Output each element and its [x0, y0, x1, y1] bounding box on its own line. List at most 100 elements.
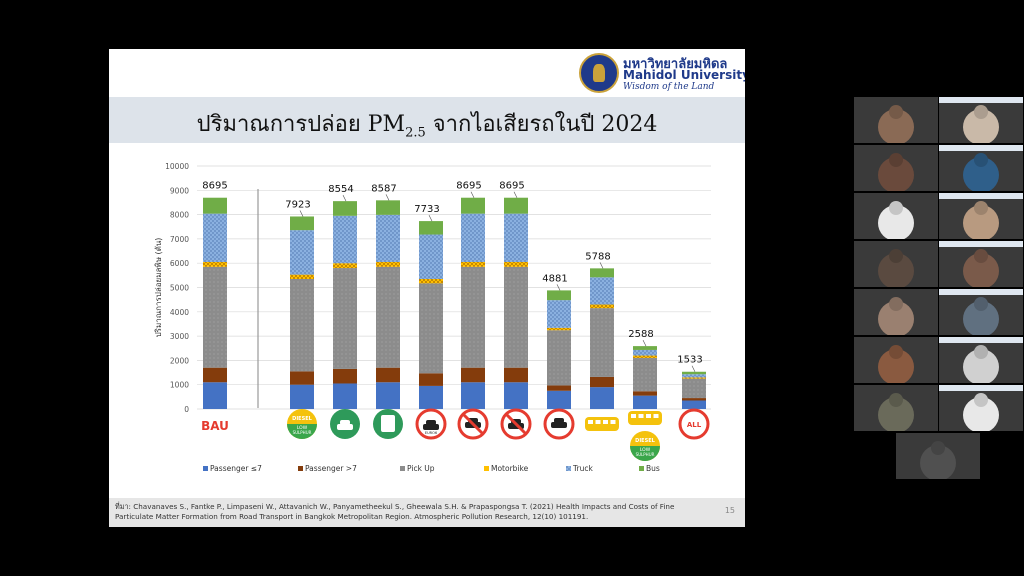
bar-segment	[203, 367, 227, 383]
participant-video-tile[interactable]	[939, 241, 1023, 287]
participant-avatar	[963, 253, 999, 287]
slide-title: ปริมาณการปล่อย PM2.5 จากไอเสียรถในปี 202…	[196, 112, 658, 141]
bar-segment	[633, 346, 657, 350]
label-leader-line	[470, 191, 475, 198]
car-roof-icon	[340, 420, 350, 425]
bar-segment	[290, 384, 314, 409]
legend-entry: Truck	[572, 464, 593, 473]
participant-avatar	[878, 301, 914, 335]
bar-segment	[419, 221, 443, 235]
bar-segment	[419, 278, 443, 284]
prohibition-slash-icon	[504, 412, 528, 436]
bar-segment	[590, 308, 614, 377]
participant-video-tile[interactable]	[939, 385, 1023, 431]
low-text: LOW	[640, 447, 651, 453]
y-tick-label: 4000	[170, 308, 189, 317]
participant-video-tile[interactable]	[854, 193, 938, 239]
participant-video-tile[interactable]	[939, 145, 1023, 191]
legend-entry: Passenger >7	[305, 464, 357, 473]
legend-entry: Pick Up	[407, 464, 435, 473]
university-logo: มหาวิทยาลัยมหิดล Mahidol University Wisd…	[579, 51, 745, 95]
legend-entry: Passenger ≤7	[210, 464, 262, 473]
bar-segment	[504, 367, 528, 383]
participant-video-tile[interactable]	[939, 289, 1023, 335]
logo-motto: Wisdom of the Land	[623, 82, 715, 92]
tile-background-strip	[939, 289, 1023, 295]
bar-segment	[333, 383, 357, 409]
bar-segment	[504, 197, 528, 214]
bar-segment	[590, 277, 614, 305]
tile-background-strip	[939, 337, 1023, 343]
y-tick-label: 8000	[170, 211, 189, 220]
bar-segment	[590, 376, 614, 388]
legend-swatch	[484, 466, 489, 471]
participant-video-tile[interactable]	[854, 337, 938, 383]
bar-segment	[547, 300, 571, 328]
euro6-text: EURO6	[425, 431, 437, 435]
participant-avatar	[878, 397, 914, 431]
bar-segment	[203, 266, 227, 368]
label-leader-line	[642, 339, 647, 347]
participant-avatar	[963, 157, 999, 191]
legend-swatch	[639, 466, 644, 471]
logo-english-name: Mahidol University	[623, 68, 745, 82]
y-tick-label: 6000	[170, 259, 189, 268]
car-body-icon	[551, 422, 567, 428]
car-roof-icon	[426, 420, 436, 425]
total-data-label: 8695	[499, 181, 524, 192]
participant-video-tile[interactable]	[939, 193, 1023, 239]
bar-segment	[633, 355, 657, 358]
bar-segment	[290, 278, 314, 372]
train-window-icon	[646, 414, 651, 418]
bar-segment	[590, 304, 614, 309]
bar-segment	[419, 373, 443, 386]
bar-segment	[333, 368, 357, 384]
sulphur-text: SULPHUR	[293, 430, 312, 435]
participant-avatar	[963, 397, 999, 431]
bar-segment	[290, 274, 314, 279]
participant-video-tile[interactable]	[939, 97, 1023, 143]
bar-segment	[547, 385, 571, 391]
diesel-text: DIESEL	[635, 438, 655, 444]
sulphur-text: SULPHUR	[636, 452, 655, 457]
bar-segment	[504, 266, 528, 368]
low-sulphur-half-icon	[287, 424, 317, 439]
bar-segment	[376, 214, 400, 262]
bar-segment	[633, 395, 657, 409]
all-label: ALL	[687, 421, 702, 429]
train-window-icon	[588, 420, 593, 424]
bar-segment	[547, 327, 571, 331]
participant-avatar	[920, 445, 956, 479]
bar-segment	[376, 200, 400, 215]
legend-swatch	[400, 466, 405, 471]
participant-video-tile[interactable]	[854, 241, 938, 287]
total-data-label: 8587	[371, 183, 396, 194]
participant-video-tile[interactable]	[854, 385, 938, 431]
bar-segment	[590, 268, 614, 278]
total-data-label: 7733	[414, 204, 439, 215]
legend-swatch	[298, 466, 303, 471]
y-tick-label: 1000	[170, 381, 189, 390]
citation-text: ที่มา: Chavanaves S., Fantke P., Limpase…	[115, 502, 675, 521]
bar-segment	[203, 213, 227, 262]
participant-avatar	[878, 253, 914, 287]
tile-background-strip	[939, 97, 1023, 103]
bar-segment	[419, 283, 443, 374]
participant-video-tile[interactable]	[896, 433, 980, 479]
legend-swatch	[566, 466, 571, 471]
participant-video-tile[interactable]	[939, 337, 1023, 383]
bar-segment	[333, 263, 357, 269]
car-body-icon	[423, 424, 439, 430]
participant-video-tile[interactable]	[854, 97, 938, 143]
total-data-label: 8695	[456, 181, 481, 192]
slide-footer: ที่มา: Chavanaves S., Fantke P., Limpase…	[109, 498, 745, 527]
participant-video-tile[interactable]	[854, 289, 938, 335]
y-tick-label: 5000	[170, 284, 189, 293]
title-bar: ปริมาณการปล่อย PM2.5 จากไอเสียรถในปี 202…	[109, 97, 745, 143]
bar-segment	[633, 349, 657, 356]
tile-background-strip	[939, 385, 1023, 391]
car-roof-icon	[554, 418, 564, 423]
bar-segment	[376, 382, 400, 409]
participant-avatar	[878, 205, 914, 239]
participant-video-tile[interactable]	[854, 145, 938, 191]
